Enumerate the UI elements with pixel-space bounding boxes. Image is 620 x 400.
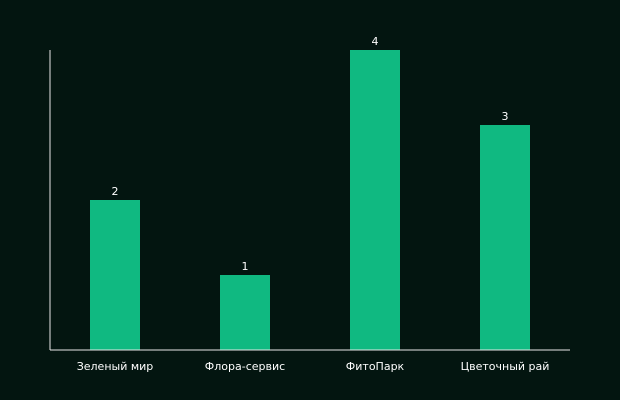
value-label: 4 [372, 35, 379, 48]
bar [90, 200, 140, 350]
x-tick-label: Цветочный рай [461, 360, 550, 373]
x-tick-label: ФитоПарк [346, 360, 405, 373]
bar [220, 275, 270, 350]
x-tick-label: Зеленый мир [77, 360, 154, 373]
bar [350, 50, 400, 350]
value-label: 2 [112, 185, 119, 198]
bar [480, 125, 530, 350]
value-label: 1 [242, 260, 249, 273]
value-label: 3 [502, 110, 509, 123]
x-tick-label: Флора-сервис [205, 360, 285, 373]
